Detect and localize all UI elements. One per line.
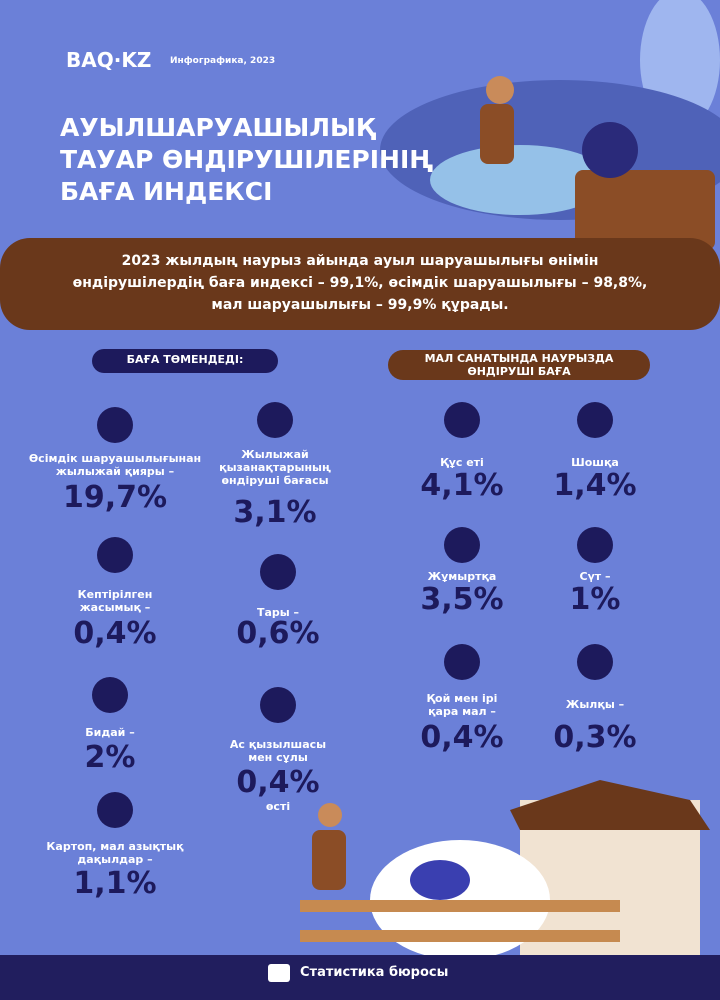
item-label: Қой мен ірі қара мал – [372,692,552,718]
item-value: 3,5% [420,582,504,617]
item-label: Жылқы – [505,698,685,711]
item-suffix: өсті [265,800,291,813]
item-label: Кептірілген жасымық – [25,588,205,614]
label-line: мен сұлы [248,751,308,764]
brand: BAQ·KZ [66,48,152,72]
label-line: жасымық – [79,601,151,614]
label-line: Өсімдік шаруашылығынан [28,452,202,465]
item-label: Шошқа [505,456,685,469]
icon [444,527,480,563]
summary-line: 2023 жылдың наурыз айында ауыл шаруашылы… [121,253,599,269]
title-line: АУЫЛШАРУАШЫЛЫҚ [60,113,376,142]
icon [97,407,133,443]
item-label: Жылыжай қызанақтарының өндіруші бағасы [185,448,365,487]
item-label: Бидай – [20,726,200,739]
item-value: 0,4% [236,765,320,800]
label-line: Кептірілген [77,588,153,601]
item-value: 1,4% [553,468,637,503]
summary-line: мал шаруашылығы – 99,9% құрады. [211,297,509,313]
item-value: 0,4% [420,720,504,755]
field [430,145,610,215]
item-label: Картоп, мал азықтық дақылдар – [25,840,205,866]
icon [97,537,133,573]
item-value: 1% [569,582,621,617]
icon [257,402,293,438]
icon [577,527,613,563]
icon [97,792,133,828]
summary: 2023 жылдың наурыз айында ауыл шаруашылы… [0,250,720,316]
footer: Статистика бюросы [300,965,449,980]
item-value: 2% [84,740,136,775]
label-line: Тары – [256,606,300,619]
label-line: дақылдар – [77,853,153,866]
label-line: Ас қызылшасы [229,738,327,751]
farmer-body [312,830,346,890]
barn-roof [510,780,710,830]
title: АУЫЛШАРУАШЫЛЫҚ ТАУАР ӨНДІРУШІЛЕРІНІҢ БАҒА … [60,112,433,208]
label-line: Жылқы – [565,698,625,711]
label-line: Сүт – [579,570,611,583]
item-value: 1,1% [73,866,157,901]
label-line: Қой мен ірі [426,692,498,705]
right-heading: МАЛ САНАТЫНДА НАУРЫЗДА ӨНДІРУШІ БАҒА [388,352,650,378]
footer-bar [0,955,720,1000]
label-line: қызанақтарының [219,461,331,474]
label-line: Жұмыртқа [427,570,497,583]
label-line: қара мал – [428,705,496,718]
item-label: Сүт – [505,570,685,583]
fence [300,900,620,912]
fence [300,930,620,942]
item-value: 0,6% [236,616,320,651]
item-value: 3,1% [233,495,317,530]
item-value: 4,1% [420,468,504,503]
farmer-head [486,76,514,104]
heading-line: ӨНДІРУШІ БАҒА [467,365,571,378]
icon [92,677,128,713]
item-label: Тары – [188,606,368,619]
icon [444,402,480,438]
icon [444,644,480,680]
icon [260,554,296,590]
item-value: 0,4% [73,616,157,651]
label-line: жылыжай қияры – [55,465,175,478]
item-label: Ас қызылшасы мен сұлы [188,738,368,764]
label-line: өндіруші бағасы [221,474,329,487]
item-label: Жұмыртқа [372,570,552,583]
label-line: Жылыжай [241,448,309,461]
summary-band [0,238,720,330]
right-heading-bg [388,350,650,380]
basket [575,170,715,250]
item-label: Құс еті [372,456,552,469]
label-line: Шошқа [571,456,619,469]
farmer-body [480,104,514,164]
left-heading-bg [92,349,278,373]
cabbage [582,122,638,178]
icon [577,402,613,438]
title-line: ТАУАР ӨНДІРУШІЛЕРІНІҢ [60,145,434,174]
farmer-head [318,803,342,827]
icon [260,687,296,723]
label-line: Картоп, мал азықтық [46,840,184,853]
item-label: Өсімдік шаруашылығынан жылыжай қияры – [25,452,205,478]
title-line: БАҒА ИНДЕКСІ [60,177,273,206]
item-value: 0,3% [553,720,637,755]
cow-spot [410,860,470,900]
footer-icon [268,964,290,982]
item-value: 19,7% [62,480,168,515]
heading-line: МАЛ САНАТЫНДА НАУРЫЗДА [424,352,614,365]
left-heading: БАҒА ТӨМЕНДЕДІ: [126,353,244,366]
label-line: Бидай – [85,726,135,739]
label-line: Құс еті [440,456,484,469]
summary-line: өндірушілердің баға индексі – 99,1%, өсі… [72,275,648,291]
tag: Инфографика, 2023 [170,56,276,66]
icon [577,644,613,680]
